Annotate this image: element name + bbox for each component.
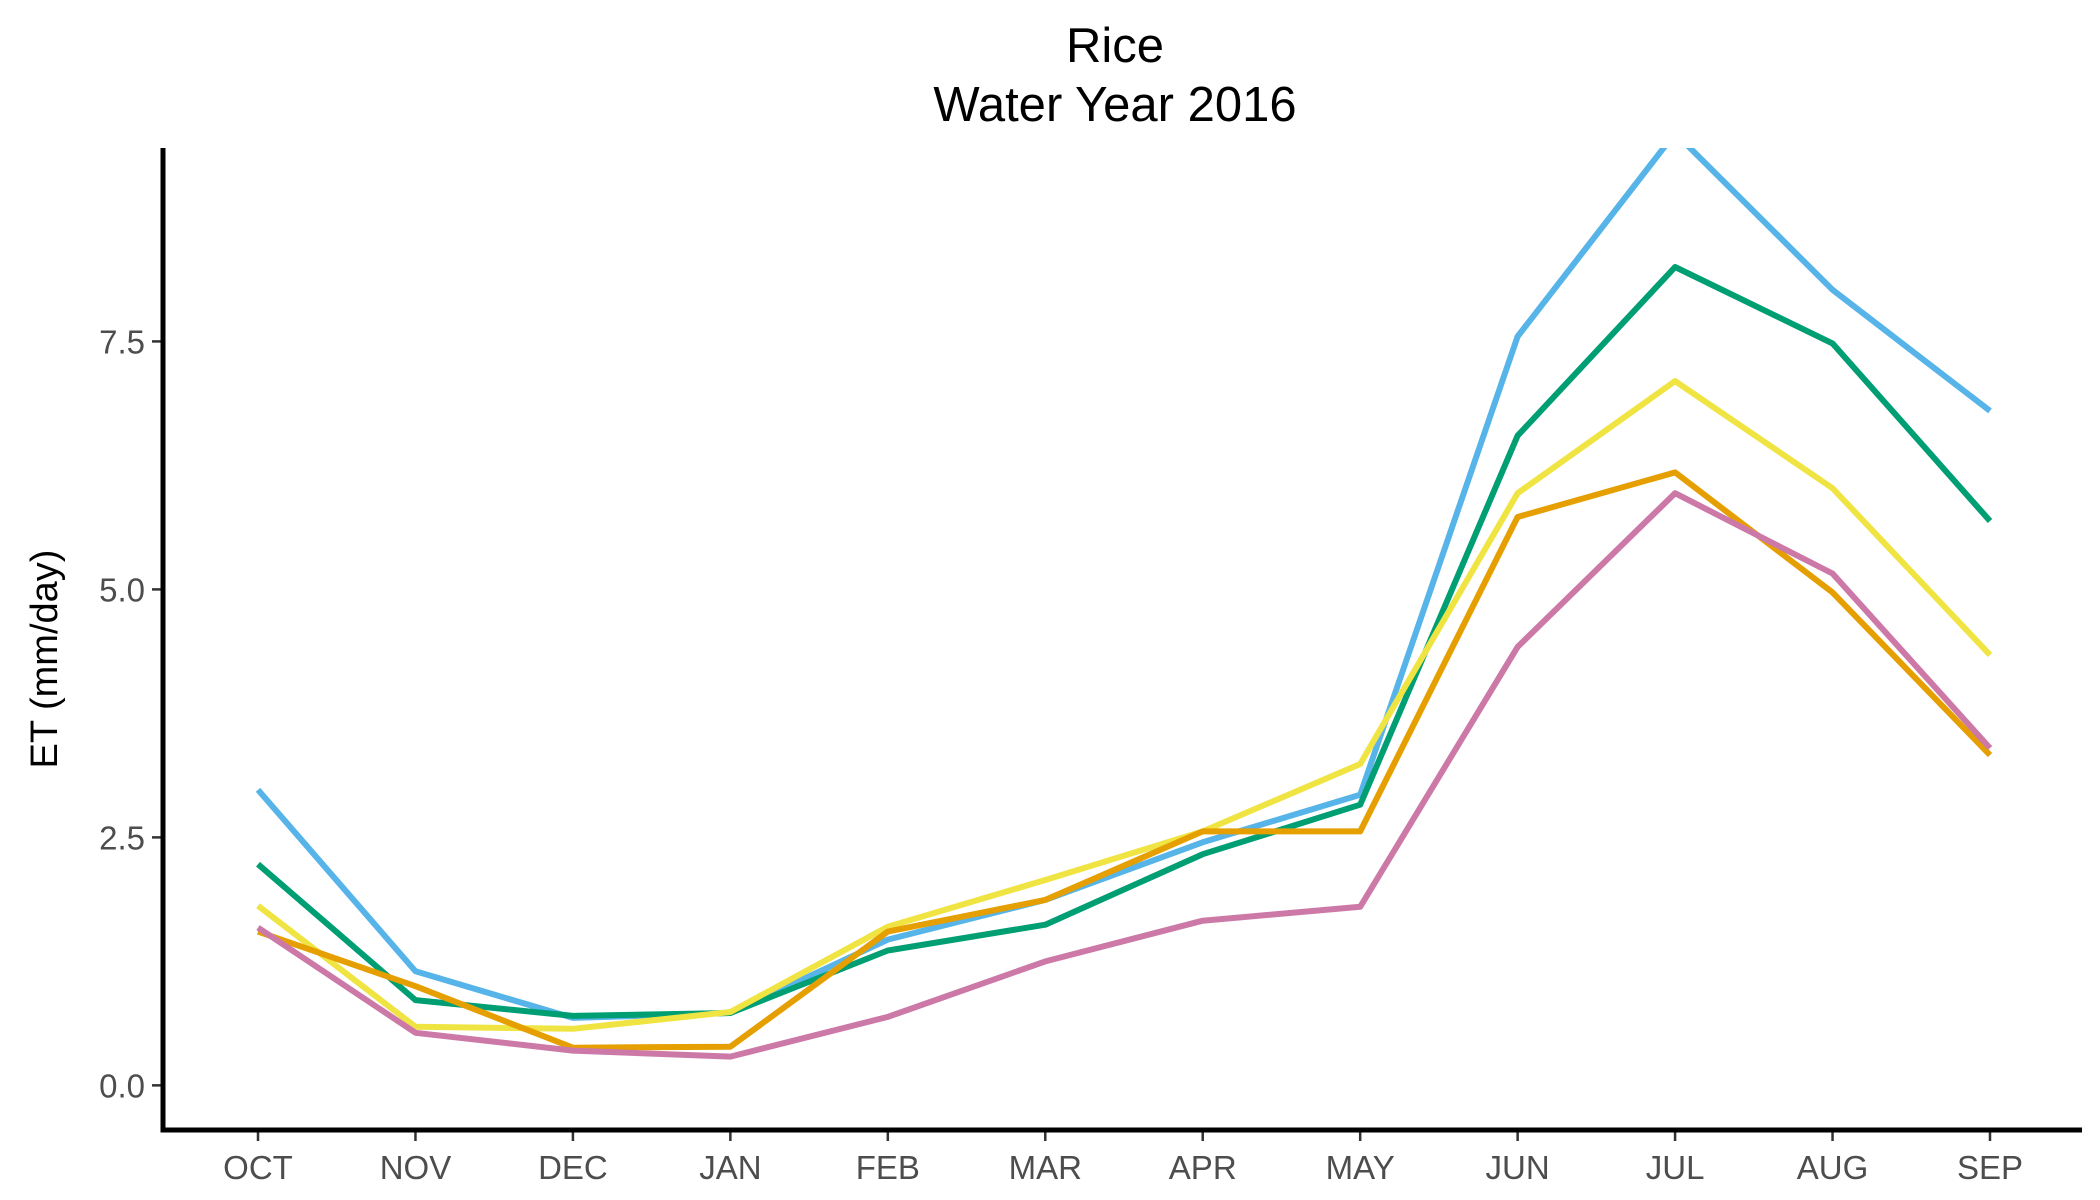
ticks-layer: OCT NOV DEC JAN FEB MAR APR MAY JUN JUL AUG SEP 0.0 2… bbox=[99, 323, 2023, 1186]
x-tick-label-apr: APR bbox=[1169, 1149, 1237, 1186]
x-tick-label-jan: JAN bbox=[699, 1149, 761, 1186]
x-tick-label-may: MAY bbox=[1326, 1149, 1395, 1186]
x-tick-label-mar: MAR bbox=[1009, 1149, 1082, 1186]
x-tick-label-nov: NOV bbox=[380, 1149, 452, 1186]
chart-subtitle: Water Year 2016 bbox=[933, 78, 1296, 132]
x-tick-label-dec: DEC bbox=[538, 1149, 608, 1186]
series-line-3 bbox=[256, 378, 1993, 1032]
x-tick-label-jun: JUN bbox=[1486, 1149, 1550, 1186]
y-tick-label-2: 5.0 bbox=[99, 571, 145, 608]
y-tick-label-0: 0.0 bbox=[99, 1067, 145, 1104]
series-line-5 bbox=[256, 490, 1993, 1060]
x-tick-label-sep: SEP bbox=[1957, 1149, 2023, 1186]
chart-title: Rice bbox=[1066, 19, 1164, 73]
y-tick-label-3: 7.5 bbox=[99, 323, 145, 360]
series-line-4 bbox=[257, 469, 1993, 1051]
x-tick-label-aug: AUG bbox=[1797, 1149, 1869, 1186]
series-line-2 bbox=[256, 264, 1993, 1019]
y-axis-label: ET (mm/day) bbox=[24, 550, 66, 769]
x-tick-label-jul: JUL bbox=[1646, 1149, 1705, 1186]
series-line-1 bbox=[255, 148, 1992, 1021]
x-tick-label-feb: FEB bbox=[856, 1149, 920, 1186]
x-tick-label-oct: OCT bbox=[223, 1149, 293, 1186]
y-tick-label-1: 2.5 bbox=[99, 819, 145, 856]
series-layer bbox=[255, 148, 1993, 1060]
